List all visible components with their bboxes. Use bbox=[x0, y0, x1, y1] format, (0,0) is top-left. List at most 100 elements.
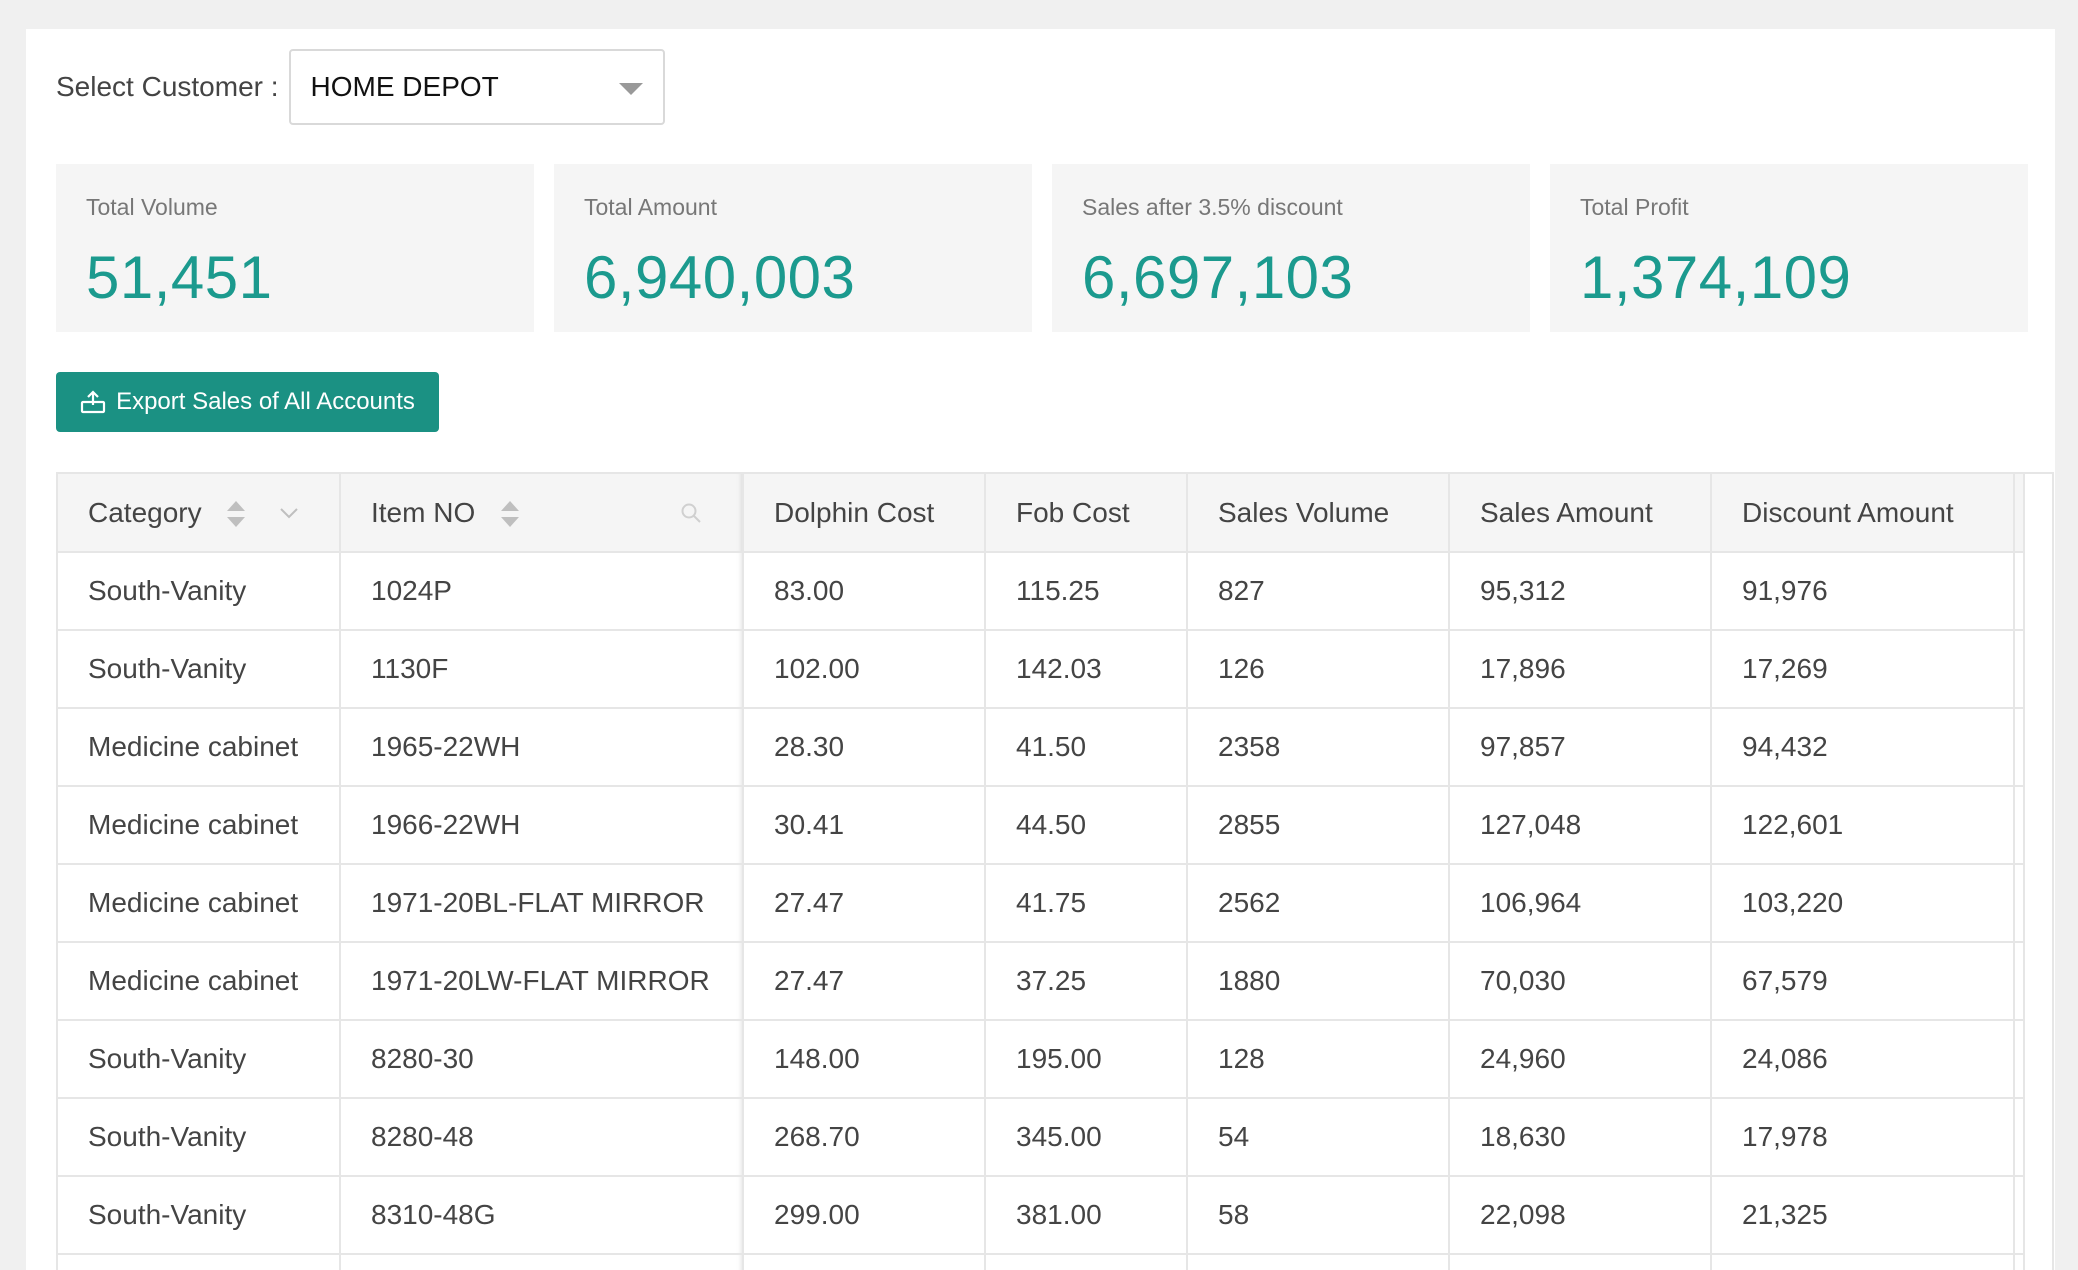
table-cell-overflow bbox=[2014, 942, 2025, 1021]
table-cell: 128 bbox=[1187, 1020, 1450, 1099]
table-row[interactable]: South-Vanity 8280-30 148.00 195.00 128 24,960… bbox=[58, 1020, 2025, 1099]
table-cell: 97,857 bbox=[1449, 708, 1712, 787]
table-header-row: Category Item NO Dolph bbox=[58, 474, 2025, 553]
table-cell: 24,086 bbox=[1711, 1020, 2015, 1099]
stat-card-total-profit: Total Profit 1,374,109 bbox=[1550, 164, 2028, 332]
stat-value: 6,697,103 bbox=[1082, 244, 1354, 311]
table-cell: 148.00 bbox=[743, 1020, 986, 1099]
table-cell: 1965-22WH bbox=[340, 708, 744, 787]
table-row[interactable]: South-Vanity 1024P 83.00 115.25 827 95,312 91,… bbox=[58, 552, 2025, 631]
table-cell: 83.00 bbox=[743, 552, 986, 631]
table-cell: South-Vanity bbox=[58, 630, 341, 709]
column-header-item-no[interactable]: Item NO bbox=[340, 474, 744, 553]
table-cell: 381.00 bbox=[985, 1176, 1188, 1255]
table-cell: 1880 bbox=[1187, 942, 1450, 1021]
customer-selected-value: HOME DEPOT bbox=[310, 71, 499, 102]
table-cell: 27.47 bbox=[743, 864, 986, 943]
table-cell: 94,432 bbox=[1711, 708, 2015, 787]
table-cell: 54 bbox=[1187, 1098, 1450, 1177]
table-cell: 17,978 bbox=[1711, 1098, 2015, 1177]
table-cell: Medicine cabinet bbox=[58, 708, 341, 787]
table-cell: 18,630 bbox=[1449, 1098, 1712, 1177]
stat-value: 6,940,003 bbox=[584, 244, 856, 311]
caret-down-icon bbox=[618, 83, 643, 95]
table-cell: 70,030 bbox=[1449, 942, 1712, 1021]
stat-card-total-amount: Total Amount 6,940,003 bbox=[554, 164, 1032, 332]
table-cell-overflow bbox=[2014, 1020, 2025, 1099]
table-cell: 268.70 bbox=[743, 1098, 986, 1177]
customer-label: Select Customer : bbox=[56, 71, 279, 102]
stat-title: Sales after 3.5% discount bbox=[1082, 194, 1343, 220]
table-cell: 17,269 bbox=[1711, 630, 2015, 709]
table-cell-overflow bbox=[2014, 1176, 2025, 1255]
table-cell: 37.25 bbox=[985, 942, 1188, 1021]
table-row[interactable]: Medicine cabinet 1966-22WH 30.41 44.50 2855 1… bbox=[58, 786, 2025, 865]
column-header-label: Item NO bbox=[371, 496, 476, 528]
table-cell bbox=[1449, 1254, 1712, 1270]
table-cell bbox=[743, 1254, 986, 1270]
table-cell: 142.03 bbox=[985, 630, 1188, 709]
table-cell: 195.00 bbox=[985, 1020, 1188, 1099]
table-cell: Medicine cabinet bbox=[58, 864, 341, 943]
sort-icon[interactable] bbox=[501, 501, 520, 528]
table-cell: 8280-48 bbox=[340, 1098, 744, 1177]
table-cell: 115.25 bbox=[985, 552, 1188, 631]
column-header-sales-amount: Sales Amount bbox=[1449, 474, 1712, 553]
customer-select[interactable]: HOME DEPOT bbox=[288, 49, 665, 125]
table-cell: 106,964 bbox=[1449, 864, 1712, 943]
table-cell: Medicine cabinet bbox=[58, 942, 341, 1021]
stat-title: Total Profit bbox=[1580, 194, 1689, 220]
table-cell: 24,960 bbox=[1449, 1020, 1712, 1099]
column-header-sales-volume: Sales Volume bbox=[1187, 474, 1450, 553]
table-cell: 102.00 bbox=[743, 630, 986, 709]
table-cell: 21,325 bbox=[1711, 1176, 2015, 1255]
export-button-label: Export Sales of All Accounts bbox=[116, 388, 415, 415]
table-cell: 28.30 bbox=[743, 708, 986, 787]
table-cell-overflow bbox=[2014, 1098, 2025, 1177]
column-header-label: Dolphin Cost bbox=[774, 496, 935, 528]
table-cell: 2562 bbox=[1187, 864, 1450, 943]
table-cell: 1971-20LW-FLAT MIRROR bbox=[340, 942, 744, 1021]
table-cell: 30.41 bbox=[743, 786, 986, 865]
table-row[interactable]: Medicine cabinet 1965-22WH 28.30 41.50 2358 9… bbox=[58, 708, 2025, 787]
table-row[interactable] bbox=[58, 1254, 2025, 1270]
table-cell-overflow bbox=[2014, 552, 2025, 631]
table-cell bbox=[1711, 1254, 2015, 1270]
table-cell: 299.00 bbox=[743, 1176, 986, 1255]
table-row[interactable]: South-Vanity 8280-48 268.70 345.00 54 18,630 1… bbox=[58, 1098, 2025, 1177]
table-cell: 1971-20BL-FLAT MIRROR bbox=[340, 864, 744, 943]
main-panel: Select Customer : HOME DEPOT Total Volum… bbox=[26, 29, 2055, 1270]
table-cell bbox=[1187, 1254, 1450, 1270]
table-row[interactable]: South-Vanity 8310-48G 299.00 381.00 58 22,098… bbox=[58, 1176, 2025, 1255]
table-cell: 91,976 bbox=[1711, 552, 2015, 631]
table-cell: 103,220 bbox=[1711, 864, 2015, 943]
column-header-label: Category bbox=[88, 496, 202, 528]
table-cell: 122,601 bbox=[1711, 786, 2015, 865]
table-cell: 2358 bbox=[1187, 708, 1450, 787]
table-body: South-Vanity 1024P 83.00 115.25 827 95,312 91,… bbox=[58, 552, 2025, 1270]
export-sales-button[interactable]: Export Sales of All Accounts bbox=[56, 372, 439, 432]
table-cell: South-Vanity bbox=[58, 1176, 341, 1255]
table-cell-overflow bbox=[2014, 864, 2025, 943]
column-header-dolphin-cost: Dolphin Cost bbox=[743, 474, 986, 553]
table-cell: 8280-30 bbox=[340, 1020, 744, 1099]
table-cell-overflow bbox=[2014, 786, 2025, 865]
table-cell: 827 bbox=[1187, 552, 1450, 631]
table-row[interactable]: Medicine cabinet 1971-20LW-FLAT MIRROR 27.… bbox=[58, 942, 2025, 1021]
column-header-category[interactable]: Category bbox=[58, 474, 341, 553]
filter-dropdown-icon[interactable] bbox=[279, 507, 299, 519]
table-row[interactable]: Medicine cabinet 1971-20BL-FLAT MIRROR 27.… bbox=[58, 864, 2025, 943]
search-icon[interactable] bbox=[680, 502, 702, 524]
table-cell: 17,896 bbox=[1449, 630, 1712, 709]
table-cell: 126 bbox=[1187, 630, 1450, 709]
table-cell: 95,312 bbox=[1449, 552, 1712, 631]
stat-value: 51,451 bbox=[86, 244, 273, 311]
table-row[interactable]: South-Vanity 1130F 102.00 142.03 126 17,896 17… bbox=[58, 630, 2025, 709]
stat-card-sales-after-discount: Sales after 3.5% discount 6,697,103 bbox=[1052, 164, 1530, 332]
table-cell-overflow bbox=[2014, 630, 2025, 709]
column-header-label: Discount Amount bbox=[1742, 496, 1954, 528]
column-header-label: Fob Cost bbox=[1016, 496, 1130, 528]
table-cell: Medicine cabinet bbox=[58, 786, 341, 865]
table-cell: 1966-22WH bbox=[340, 786, 744, 865]
sort-icon[interactable] bbox=[227, 501, 246, 528]
